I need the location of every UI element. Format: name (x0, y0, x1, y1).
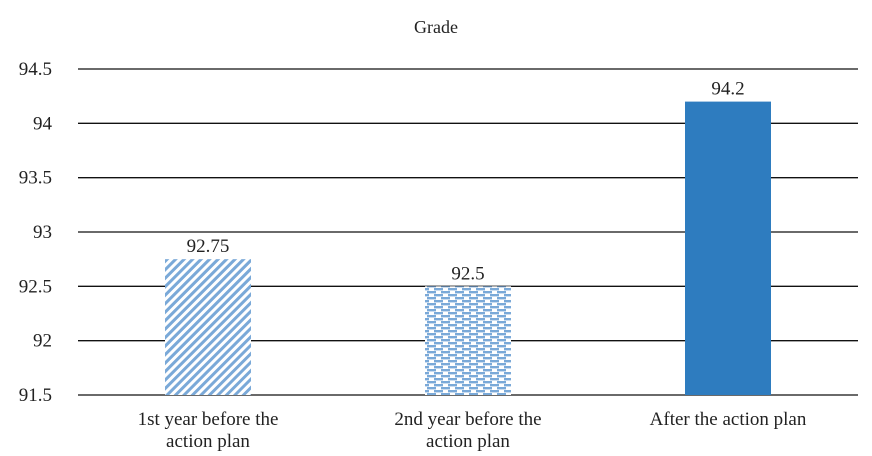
bar-3 (685, 101, 771, 395)
y-tick-label: 94 (33, 113, 53, 134)
category-label: action plan (166, 431, 250, 452)
bar-2 (425, 286, 511, 395)
category-label: 1st year before the (138, 409, 279, 430)
bar-1 (165, 259, 251, 395)
y-tick-label: 91.5 (19, 385, 52, 406)
y-tick-label: 93.5 (19, 168, 52, 189)
chart-title: Grade (414, 17, 458, 37)
data-label: 92.5 (451, 263, 484, 284)
y-tick-label: 92.5 (19, 276, 52, 297)
y-tick-label: 92 (33, 331, 52, 352)
category-label: 2nd year before the (394, 409, 541, 430)
category-label: action plan (426, 431, 510, 452)
y-tick-label: 93 (33, 222, 52, 243)
category-label: After the action plan (650, 409, 807, 430)
bars (165, 101, 771, 395)
data-label: 94.2 (711, 79, 744, 100)
data-label: 92.75 (187, 236, 230, 257)
y-axis-ticks: 94.5 94 93.5 93 92.5 92 91.5 (19, 59, 53, 406)
y-tick-label: 94.5 (19, 59, 52, 80)
data-labels: 92.75 92.5 94.2 (187, 79, 745, 285)
